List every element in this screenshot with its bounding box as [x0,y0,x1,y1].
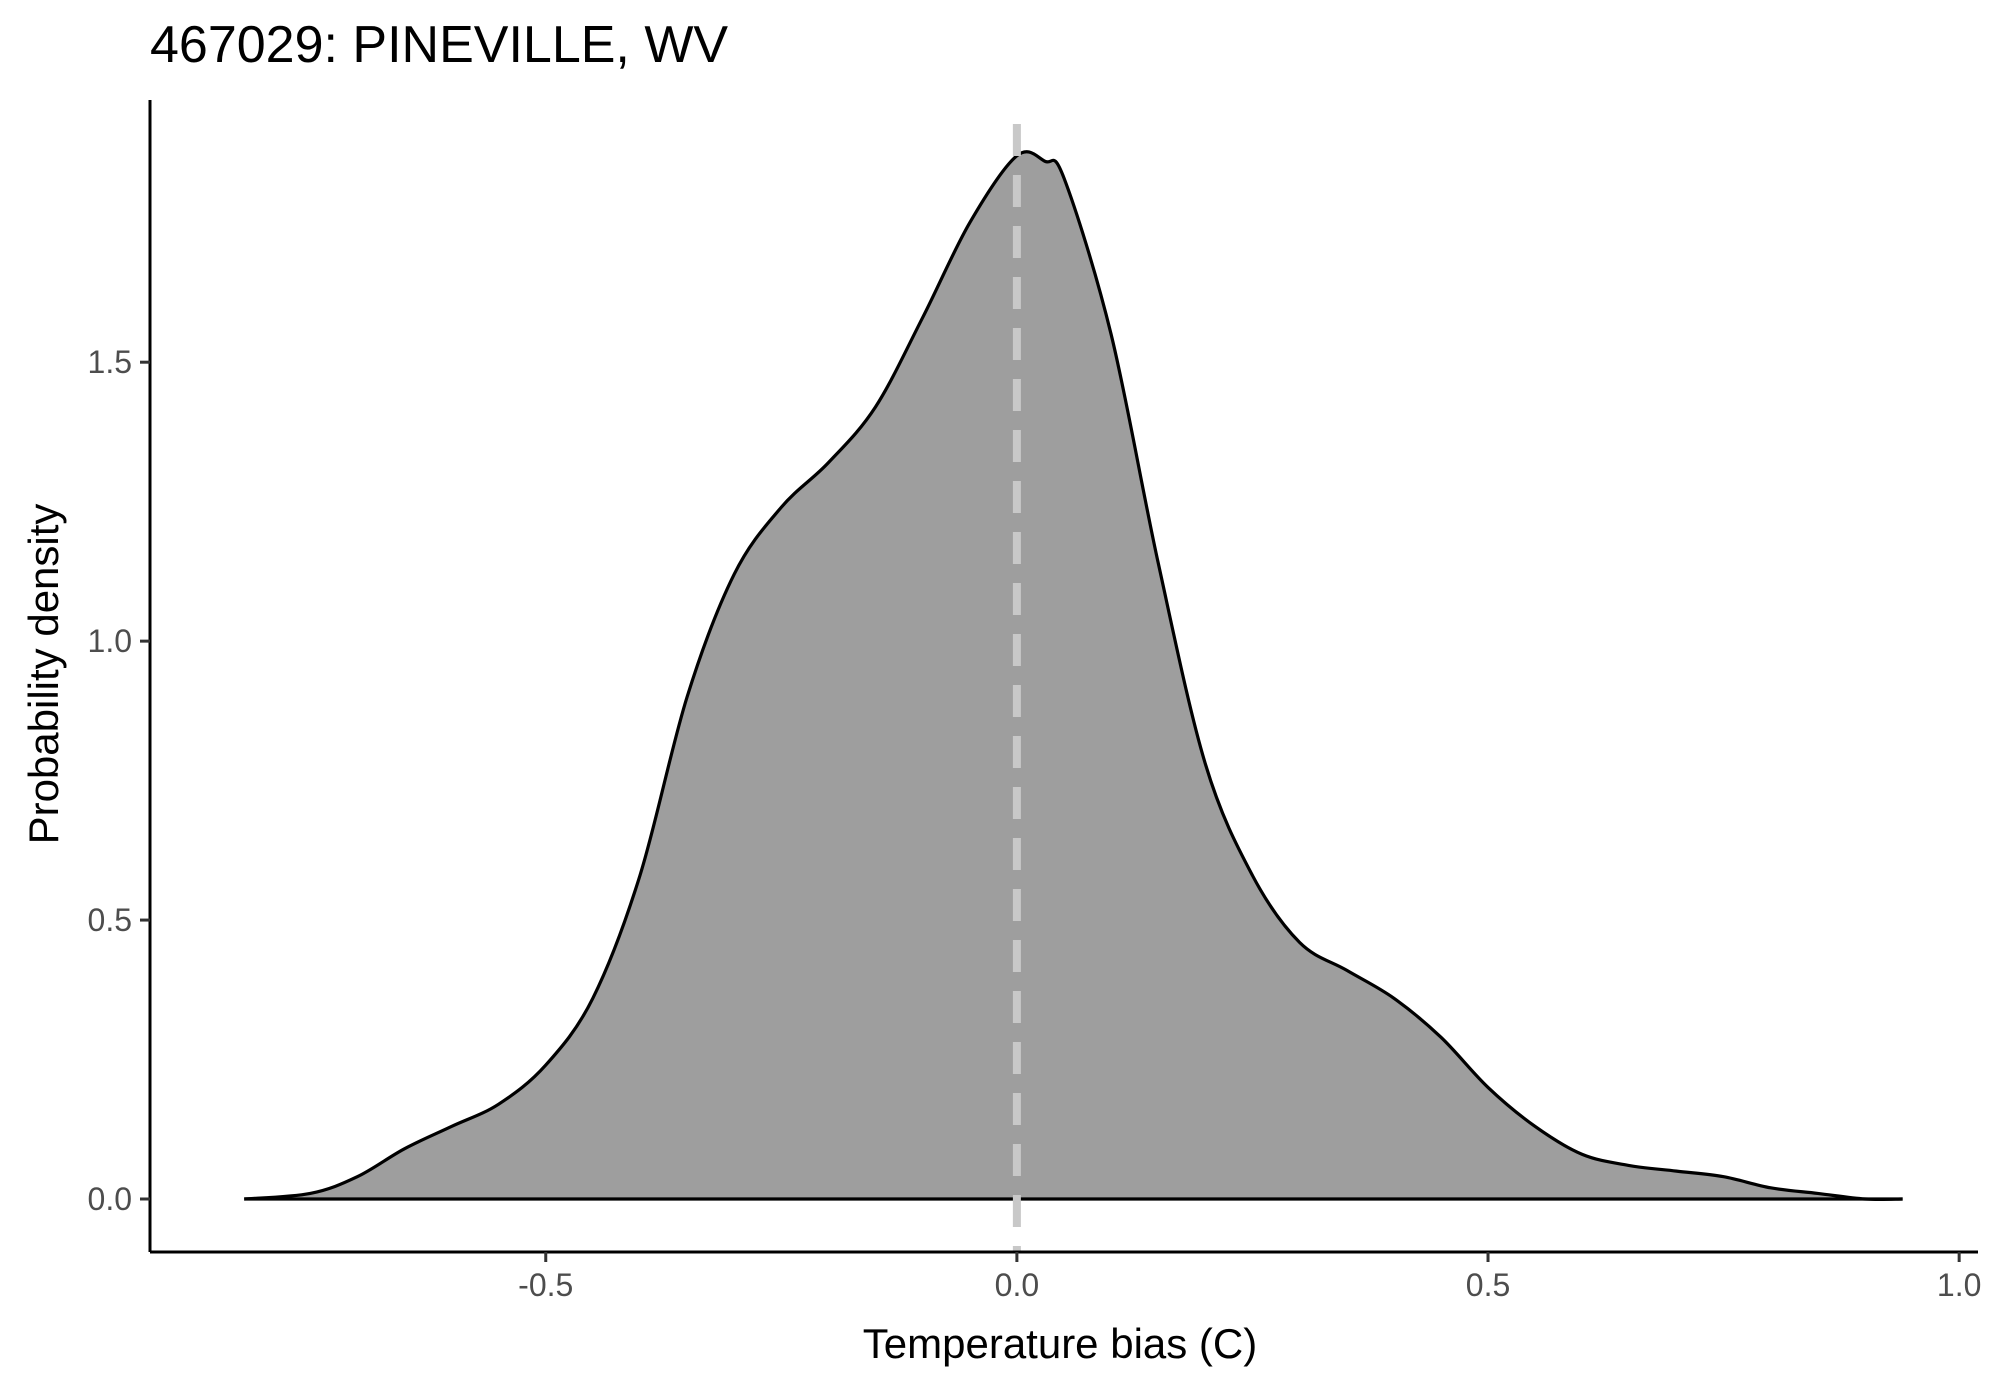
x-tick-label: 0.5 [1466,1267,1510,1303]
x-tick-label: 1.0 [1937,1267,1981,1303]
density-curve-line [244,150,1903,1202]
y-tick-label: 0.5 [88,902,132,938]
chart-title: 467029: PINEVILLE, WV [150,16,728,74]
density-area-fill [244,151,1903,1200]
plot-area: 0.0 0.5 1.0 1.5 -0.5 0.0 0.5 1.0 [88,100,1981,1303]
y-tick-label: 0.0 [88,1181,132,1217]
y-axis-label: Probability density [20,504,67,845]
y-tick-label: 1.0 [88,623,132,659]
y-tick-label: 1.5 [88,344,132,380]
x-tick-label: -0.5 [518,1267,573,1303]
x-tick-label: 0.0 [995,1267,1039,1303]
x-axis-label: Temperature bias (C) [863,1320,1257,1367]
